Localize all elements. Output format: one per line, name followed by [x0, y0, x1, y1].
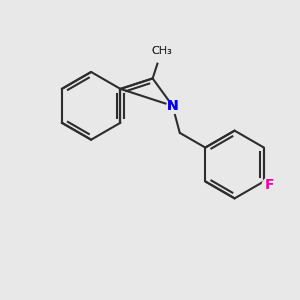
Text: CH₃: CH₃ — [151, 46, 172, 56]
Text: CH₃: CH₃ — [151, 46, 172, 56]
Text: N: N — [167, 99, 178, 113]
Text: F: F — [265, 178, 274, 192]
Text: N: N — [167, 99, 178, 113]
